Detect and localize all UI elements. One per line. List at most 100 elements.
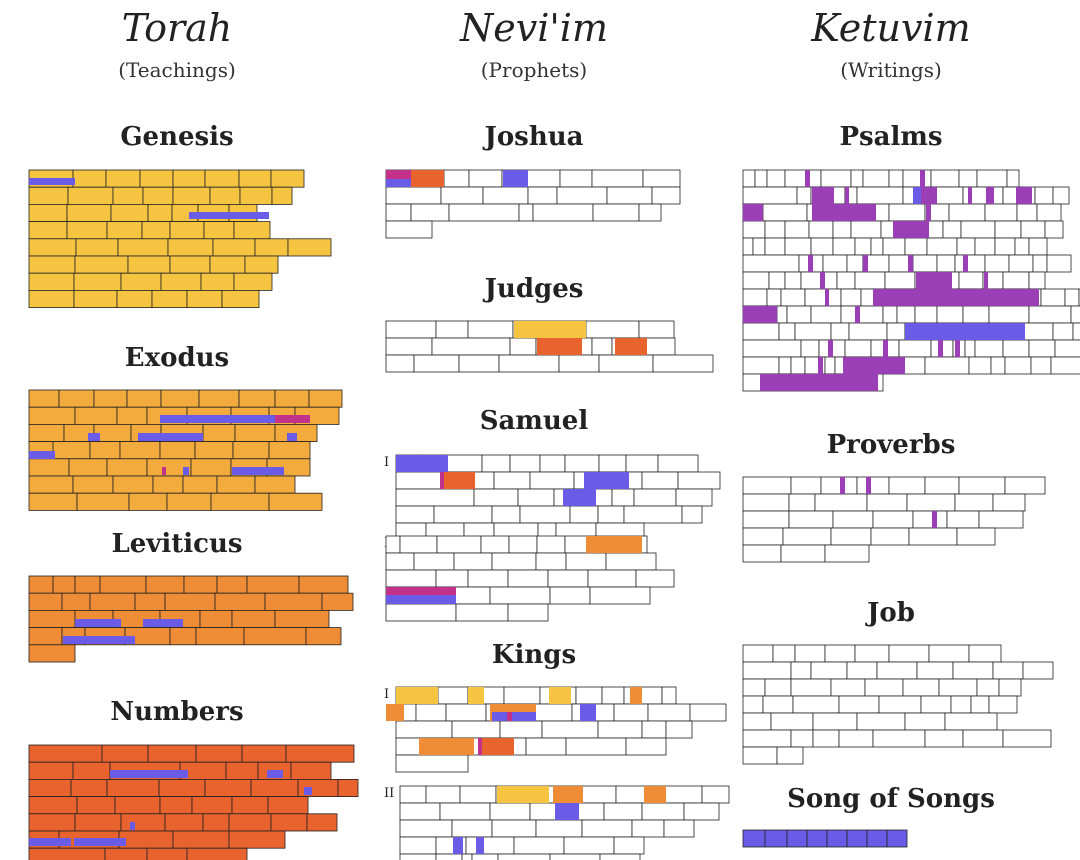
chapter-block [126, 389, 162, 408]
chapter-block [169, 255, 211, 274]
chapter-block [565, 737, 627, 756]
chapter-block [559, 169, 593, 188]
chapter-block [63, 636, 135, 644]
chapter-block [651, 186, 681, 205]
chapter-block [742, 678, 766, 697]
chapter-block [1006, 169, 1020, 188]
chapter-block [790, 678, 832, 697]
chapter-block [493, 471, 531, 490]
chapter-block [631, 819, 665, 838]
chapter-block [532, 203, 594, 222]
chapter-block [509, 337, 537, 356]
chapter-block [864, 678, 904, 697]
chapter-block [221, 289, 260, 308]
chapter-block [808, 255, 813, 272]
chapter-block [950, 695, 972, 714]
chapter-block [492, 712, 536, 721]
chapter-block [440, 186, 484, 205]
chapter-block [591, 337, 613, 356]
chapter-block [587, 569, 637, 588]
chapter-block [872, 510, 914, 529]
chapter-block [742, 288, 768, 307]
chapter-block [558, 354, 600, 373]
chapter-block [549, 853, 601, 860]
chapter-block [234, 423, 276, 442]
chapter-block [167, 238, 214, 257]
chapter-block [677, 471, 721, 490]
chapter-block [28, 492, 78, 511]
book-title-genesis: Genesis [120, 122, 234, 152]
chapter-block [411, 170, 444, 187]
chapter-block [491, 552, 537, 571]
chapter-block [1054, 339, 1080, 358]
chapter-block [507, 712, 512, 721]
chapter-block [812, 187, 834, 204]
chapter-block [846, 254, 864, 273]
chapter-block [386, 170, 411, 179]
chapter-block [764, 678, 792, 697]
chapter-block [800, 339, 820, 358]
chapter-block [28, 744, 103, 763]
chapter-block [28, 575, 54, 594]
chapter-block [160, 272, 202, 291]
chapter-block [762, 695, 794, 714]
chapter-block [888, 203, 926, 222]
chapter-block [28, 289, 75, 308]
chapter-block [1016, 187, 1032, 204]
chapter-block [986, 187, 994, 204]
chapter-block [1052, 322, 1074, 341]
chapter-block [106, 779, 160, 798]
chapter-block [630, 687, 642, 704]
chapter-block [440, 472, 444, 489]
chapter-block [270, 813, 308, 832]
chapter-block [642, 169, 681, 188]
chapter-block [958, 476, 1006, 495]
chapter-block [743, 306, 777, 323]
chapter-block [231, 796, 269, 815]
chapter-block [104, 847, 148, 860]
chapter-block [916, 661, 954, 680]
chapter-block [451, 819, 493, 838]
chapter-block [920, 695, 952, 714]
chapter-block [386, 595, 456, 604]
chapter-block [385, 220, 433, 239]
chapter-block [385, 552, 415, 571]
book-title-judges: Judges [484, 274, 584, 304]
chapter-block [52, 575, 76, 594]
chapter-block [862, 169, 890, 188]
chapter-block [88, 433, 100, 441]
chapter-block [209, 255, 246, 274]
chapter-block [825, 289, 829, 306]
chapter-block [613, 703, 649, 722]
chapter-block [955, 340, 960, 357]
chapter-block [822, 254, 848, 273]
chapter-block [52, 441, 91, 460]
chapter-block [28, 592, 63, 611]
chapter-block [212, 238, 256, 257]
chapter-block [72, 169, 107, 188]
chapter-block [854, 237, 872, 256]
chapter-block [169, 221, 205, 240]
chapter-block [28, 458, 70, 477]
chapter-block [944, 712, 998, 731]
part-label-1: I [384, 687, 389, 702]
chapter-block [824, 356, 836, 375]
chapter-block [468, 687, 484, 704]
chapter-block [768, 271, 786, 290]
chapter-block [127, 255, 171, 274]
chapter-block [143, 619, 183, 627]
chapter-block [210, 492, 270, 511]
chapter-block [788, 493, 816, 512]
chapter-block [766, 169, 786, 188]
chapter-block [186, 847, 248, 860]
chapter-block [948, 203, 986, 222]
chapter-block [467, 569, 509, 588]
chapter-block [743, 204, 763, 221]
chapter-block [854, 271, 886, 290]
chapter-block [742, 644, 774, 663]
chapter-block [633, 488, 677, 507]
chapter-block [683, 802, 720, 821]
blocks-judges [385, 320, 714, 373]
chapter-block [539, 454, 566, 473]
